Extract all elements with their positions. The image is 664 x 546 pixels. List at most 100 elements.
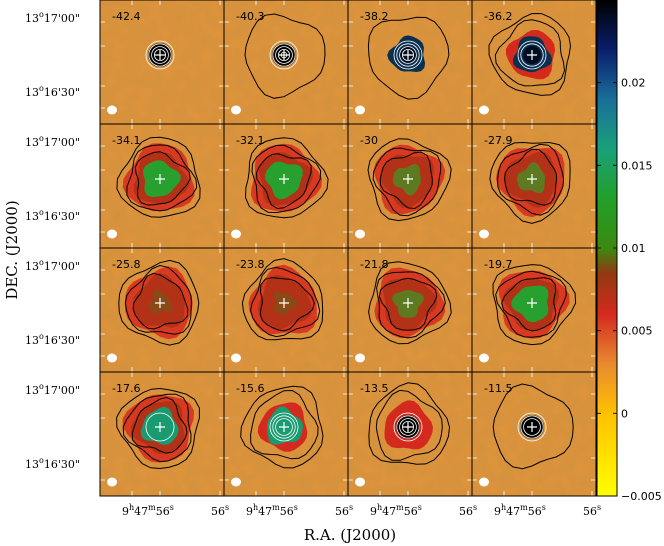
channel-panel: -27.9	[471, 123, 597, 249]
channel-panel: -36.2	[471, 0, 597, 125]
source-marker	[155, 50, 165, 60]
source-marker	[527, 422, 537, 432]
source-marker	[403, 174, 413, 184]
y-tick-label: 13o17'00"	[25, 258, 80, 273]
source-marker	[279, 174, 289, 184]
contour-black	[244, 13, 326, 99]
y-tick-label: 13o17'00"	[25, 134, 80, 149]
velocity-label: -17.6	[112, 382, 140, 395]
panel-ticks	[472, 248, 596, 372]
beam-ellipse	[107, 229, 117, 239]
contour-black	[488, 12, 572, 96]
x-tick-label: 9h47m56s	[122, 503, 174, 518]
beam-ellipse	[479, 105, 489, 115]
panel-ticks	[100, 0, 224, 124]
contour-black	[250, 266, 321, 338]
contour-black	[132, 272, 189, 330]
contour-white	[272, 43, 296, 67]
contour-black	[131, 396, 188, 454]
contour-black	[489, 141, 571, 224]
contour-white	[393, 40, 423, 70]
velocity-label: -40.3	[236, 10, 264, 23]
beam-ellipse	[231, 229, 241, 239]
velocity-label: -38.2	[360, 10, 388, 23]
contour-white	[145, 40, 175, 70]
contour-black	[372, 147, 442, 217]
contour-black	[241, 258, 324, 341]
contour-black	[495, 270, 567, 338]
beam-ellipse	[355, 105, 365, 115]
panel-ticks	[100, 372, 224, 496]
contour-white	[399, 418, 417, 436]
x-tick-label: 56s	[459, 503, 477, 518]
panel-ticks	[472, 372, 596, 496]
contour-white	[151, 46, 169, 64]
contour-black	[494, 19, 566, 87]
beam-ellipse	[107, 105, 117, 115]
contour-black	[367, 16, 450, 100]
y-tick-label: 13o16'30"	[25, 84, 80, 99]
x-tick-label: 9h47m56s	[494, 503, 546, 518]
contour-black	[492, 264, 577, 346]
velocity-label: -34.1	[112, 134, 140, 147]
channel-panel: -21.8	[347, 247, 473, 373]
channel-panel: -38.2	[347, 0, 473, 125]
y-axis-title: DEC. (J2000)	[3, 200, 21, 299]
contour-white	[275, 418, 293, 436]
source-marker	[527, 298, 537, 308]
contour-black	[367, 138, 452, 222]
axes: 13o17'00" 13o16'30" 13o17'00" 13o16'30" 13o1…	[25, 10, 601, 518]
panel-grid: -42.4 -40.3 -38.2 -36.2 -34.1 -32.1 -30 -27.9 -2…	[99, 0, 597, 497]
contour-white	[148, 43, 172, 67]
contour-black	[255, 153, 312, 210]
contour-black	[124, 264, 192, 335]
channel-panel: -40.3	[223, 0, 349, 125]
contour-white	[396, 415, 420, 439]
contour-white	[393, 412, 423, 442]
velocity-label: -15.6	[236, 382, 264, 395]
contour-black	[116, 387, 200, 470]
contour-white	[520, 415, 544, 439]
contour-white	[277, 49, 290, 62]
beam-ellipse	[355, 477, 365, 487]
contour-black	[368, 261, 452, 345]
source-marker	[403, 298, 413, 308]
contour-white	[520, 43, 544, 67]
channel-panel: -34.1	[99, 123, 225, 249]
beam-ellipse	[355, 353, 365, 363]
beam-ellipse	[479, 229, 489, 239]
contour-black	[497, 143, 565, 216]
contour-black	[251, 144, 322, 214]
colorbar-tick-label: 0.005	[621, 325, 653, 338]
source-marker	[403, 50, 413, 60]
source-marker	[527, 50, 537, 60]
channel-panel: -30	[347, 123, 473, 249]
contour-black	[122, 393, 192, 463]
panel-ticks	[348, 124, 472, 248]
x-tick-label: 9h47m56s	[370, 503, 422, 518]
source-marker	[155, 422, 165, 432]
contour-black	[134, 151, 191, 206]
panel-ticks	[224, 124, 348, 248]
contour-white	[396, 43, 420, 67]
contour-white	[272, 415, 296, 439]
channel-panel: -42.4	[99, 0, 225, 125]
x-tick-label: 56s	[583, 503, 601, 518]
colorbar-tick-label: 0.01	[621, 242, 646, 255]
colorbar-tick-label: −0.005	[621, 490, 662, 503]
contour-white	[275, 46, 293, 64]
colorbar-tick-label: 0	[621, 407, 628, 420]
channel-panel: -15.6	[223, 371, 349, 497]
panel-ticks	[348, 0, 472, 124]
channel-panel: -11.5	[471, 371, 597, 497]
panel-ticks	[472, 124, 596, 248]
velocity-label: -11.5	[484, 382, 512, 395]
beam-ellipse	[231, 105, 241, 115]
channel-panel: -25.8	[99, 247, 225, 373]
source-marker	[279, 422, 289, 432]
beam-ellipse	[479, 353, 489, 363]
contour-white	[523, 418, 541, 436]
contour-black	[375, 389, 443, 461]
velocity-label: -25.8	[112, 258, 140, 271]
contour-black	[504, 148, 558, 206]
